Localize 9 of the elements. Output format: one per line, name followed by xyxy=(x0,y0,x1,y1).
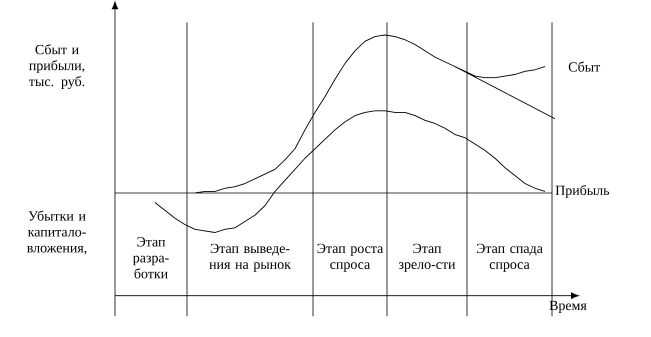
text: Этап роста спроса xyxy=(318,244,384,272)
y-axis-title: Сбыт и прибыли, тыс. руб. xyxy=(29,44,84,90)
series-label: Сбыт xyxy=(568,62,600,72)
text: Этап зрело-сти xyxy=(398,244,456,272)
text: Этап разра-ботки xyxy=(132,237,169,278)
text: Убытки и капитало-вложения, xyxy=(27,210,86,254)
text: Этап выведе-ния на рынок xyxy=(209,244,291,272)
text: Этап спада спроса xyxy=(476,244,543,272)
series-label: Прибыль xyxy=(556,184,610,198)
